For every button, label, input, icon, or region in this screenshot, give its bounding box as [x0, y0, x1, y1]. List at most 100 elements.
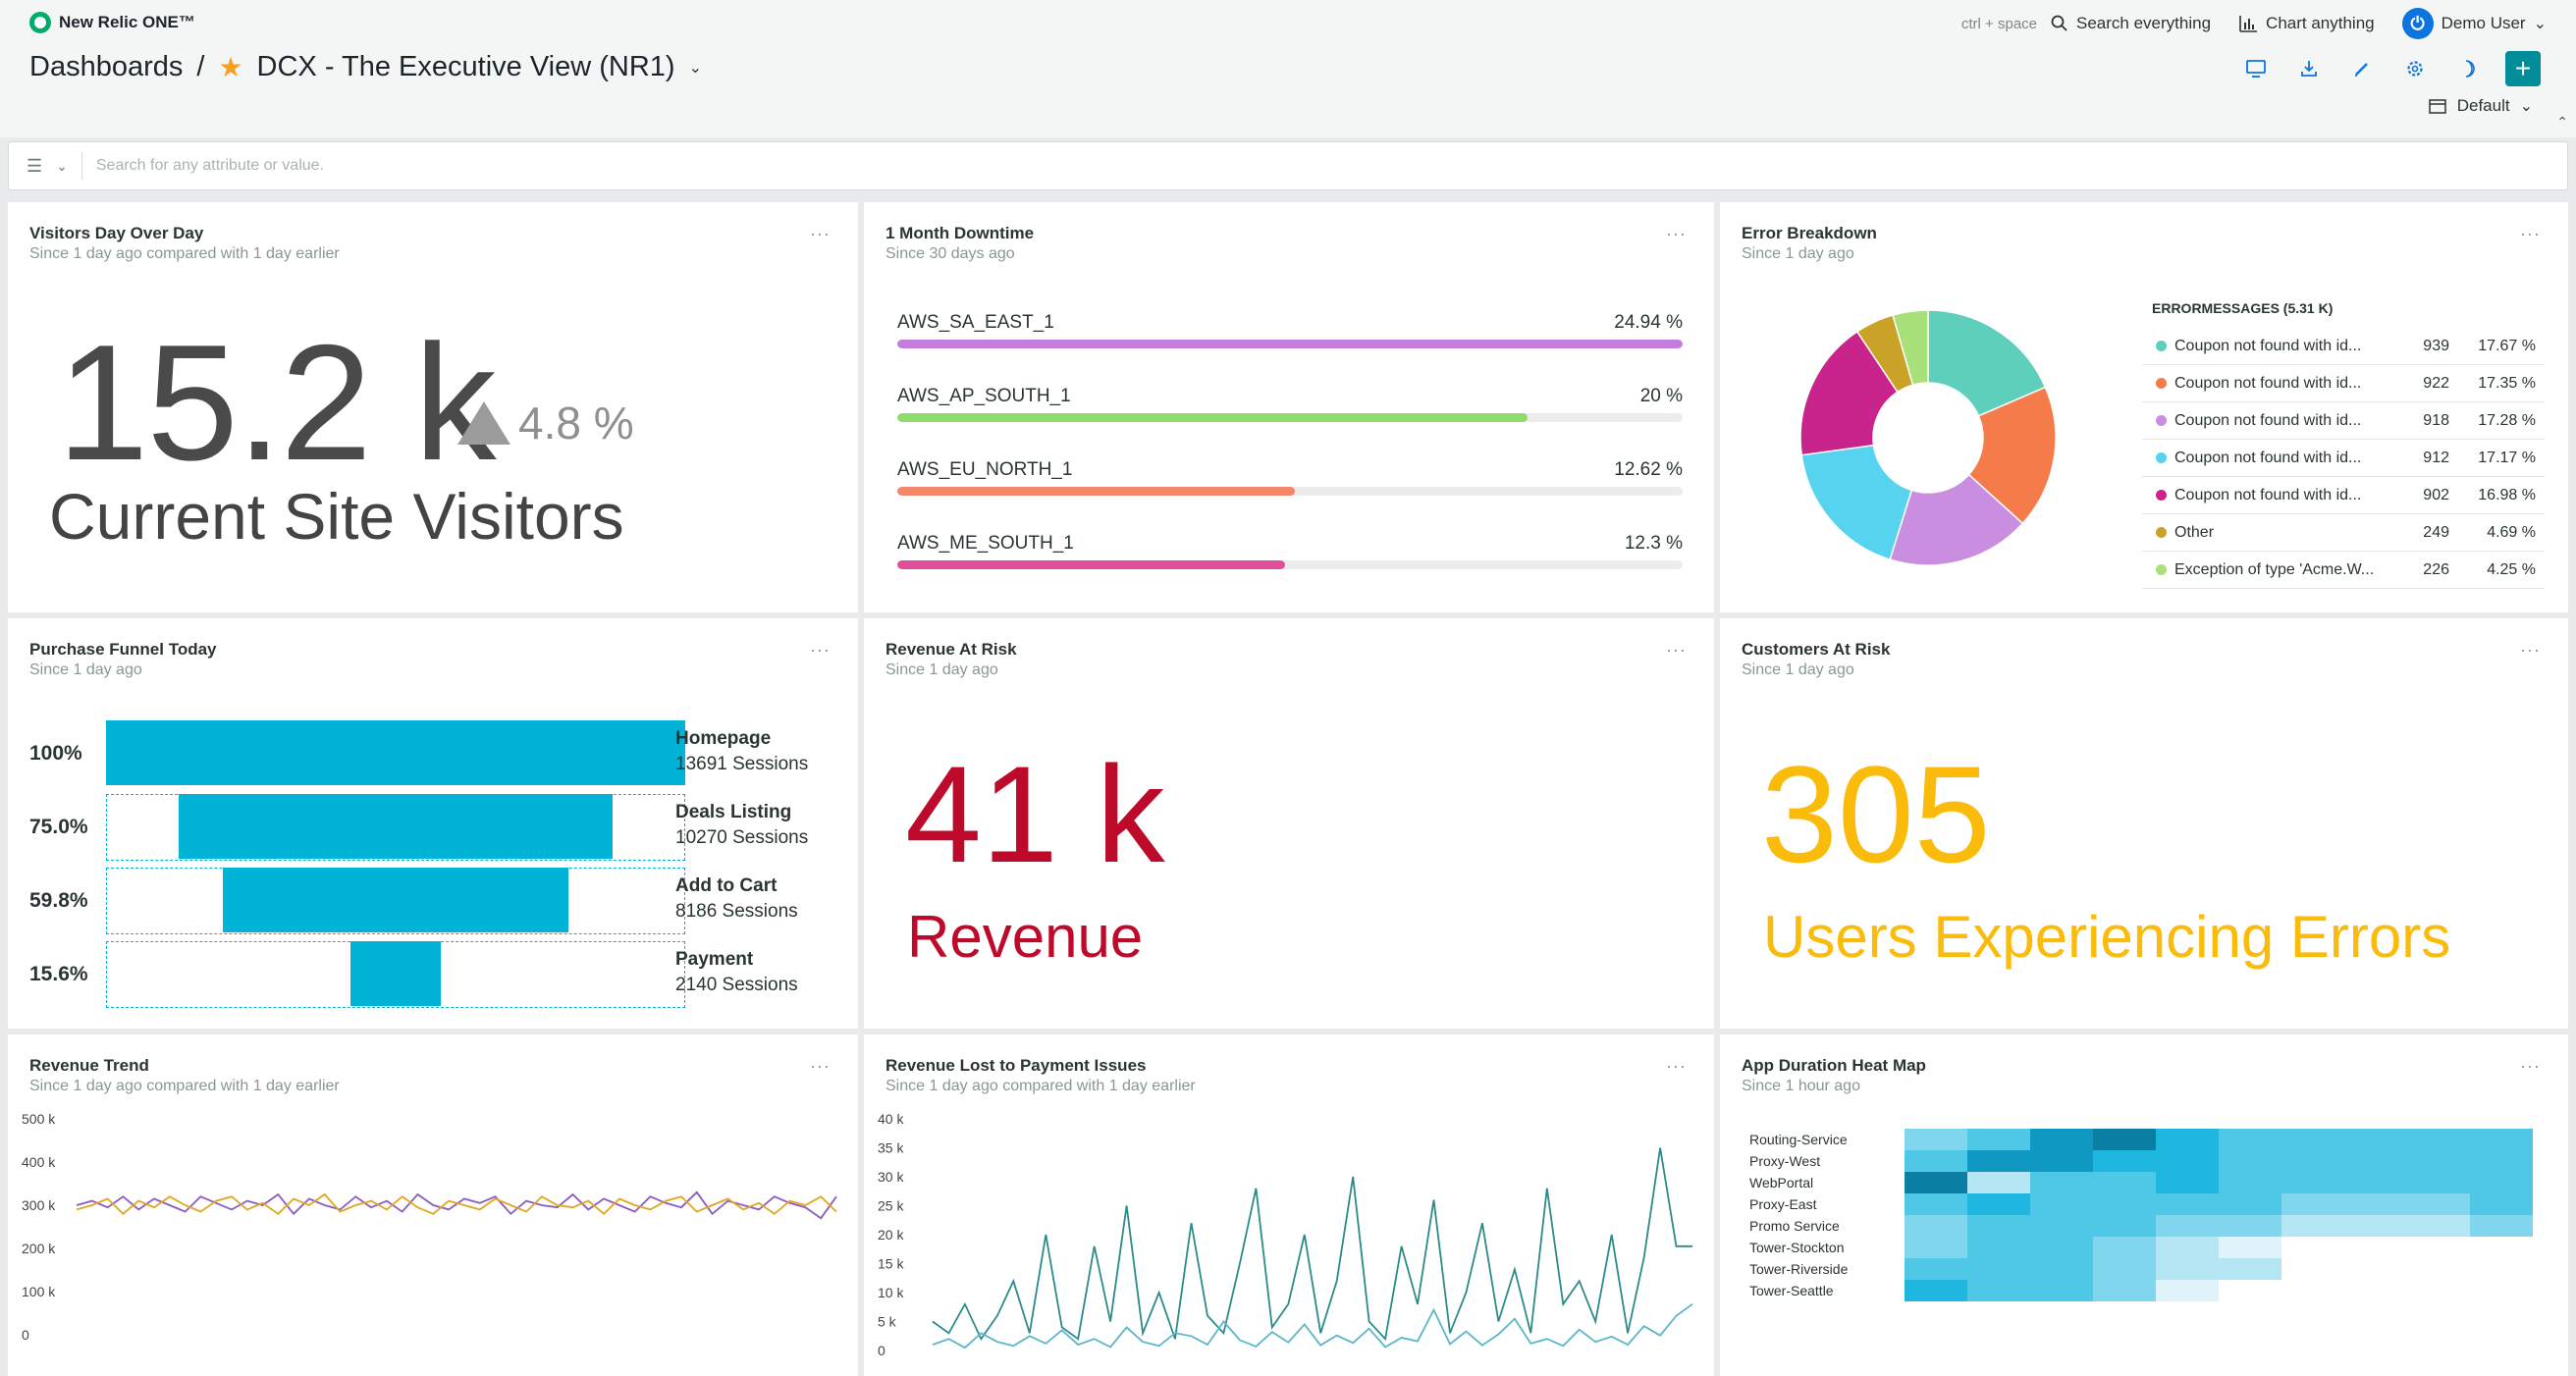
heatmap-cell[interactable]: [2407, 1172, 2470, 1193]
widget-more-menu-icon[interactable]: ···: [1666, 640, 1687, 660]
heatmap-cell[interactable]: [2407, 1215, 2470, 1237]
heatmap-cell[interactable]: [2156, 1237, 2219, 1258]
funnel-bar[interactable]: [178, 794, 614, 859]
series-line[interactable]: [932, 1147, 1692, 1342]
time-picker[interactable]: Default ⌄: [2428, 96, 2533, 116]
heatmap-cell[interactable]: [1967, 1172, 2030, 1193]
heatmap-cell[interactable]: [2344, 1280, 2407, 1301]
donut-slice[interactable]: [1889, 473, 2024, 566]
heatmap-cell[interactable]: [2344, 1215, 2407, 1237]
heatmap-cell[interactable]: [2156, 1129, 2219, 1150]
heatmap-cell[interactable]: [2093, 1193, 2156, 1215]
heatmap-cell[interactable]: [1905, 1150, 1967, 1172]
heatmap-cell[interactable]: [2093, 1280, 2156, 1301]
heatmap-cell[interactable]: [2093, 1237, 2156, 1258]
heatmap-cell[interactable]: [2281, 1237, 2344, 1258]
heatmap-cell[interactable]: [2093, 1129, 2156, 1150]
favorite-star-icon[interactable]: ★: [218, 52, 243, 82]
legend-row[interactable]: Coupon not found with id... 902 16.98 %: [2142, 477, 2545, 514]
heatmap-cell[interactable]: [2281, 1129, 2344, 1150]
heatmap-cell[interactable]: [2281, 1172, 2344, 1193]
heatmap-cell[interactable]: [1905, 1258, 1967, 1280]
heatmap-cell[interactable]: [1967, 1258, 2030, 1280]
heatmap-cell[interactable]: [2407, 1237, 2470, 1258]
donut-slice[interactable]: [1967, 386, 2057, 525]
heatmap-cell[interactable]: [2281, 1280, 2344, 1301]
legend-row[interactable]: Other 249 4.69 %: [2142, 514, 2545, 552]
widget-more-menu-icon[interactable]: ···: [810, 640, 831, 660]
filter-search-input[interactable]: [80, 152, 1063, 180]
heatmap-cell[interactable]: [1905, 1172, 1967, 1193]
heatmap-cell[interactable]: [1905, 1215, 1967, 1237]
heatmap-cell[interactable]: [1967, 1237, 2030, 1258]
heatmap-cell[interactable]: [2407, 1280, 2470, 1301]
funnel-bar[interactable]: [222, 868, 569, 932]
donut-slice[interactable]: [1800, 444, 1913, 561]
heatmap-cell[interactable]: [2219, 1172, 2281, 1193]
heatmap-cell[interactable]: [2219, 1193, 2281, 1215]
heatmap-cell[interactable]: [2470, 1215, 2533, 1237]
heatmap-cell[interactable]: [2470, 1193, 2533, 1215]
heatmap-cell[interactable]: [2470, 1237, 2533, 1258]
legend-row[interactable]: Exception of type 'Acme.W... 226 4.25 %: [2142, 552, 2545, 589]
legend-row[interactable]: Coupon not found with id... 922 17.35 %: [2142, 365, 2545, 402]
dashboard-menu-chevron-icon[interactable]: ⌄: [688, 59, 702, 77]
donut-slice[interactable]: [1799, 330, 1899, 456]
breadcrumb-dashboards-link[interactable]: Dashboards: [29, 51, 184, 82]
series-line[interactable]: [76, 1191, 837, 1220]
heatmap-cell[interactable]: [2407, 1129, 2470, 1150]
heatmap-cell[interactable]: [2281, 1193, 2344, 1215]
heatmap-cell[interactable]: [2281, 1215, 2344, 1237]
widget-more-menu-icon[interactable]: ···: [2520, 1056, 2541, 1076]
heatmap-cell[interactable]: [2156, 1258, 2219, 1280]
heatmap-cell[interactable]: [2219, 1237, 2281, 1258]
heatmap-cell[interactable]: [2030, 1129, 2093, 1150]
heatmap-cell[interactable]: [2219, 1258, 2281, 1280]
heatmap-cell[interactable]: [2156, 1280, 2219, 1301]
heatmap-cell[interactable]: [2156, 1172, 2219, 1193]
dark-mode-moon-icon[interactable]: [2452, 53, 2484, 84]
funnel-bar[interactable]: [349, 941, 441, 1006]
heatmap-cell[interactable]: [2407, 1150, 2470, 1172]
heatmap-cell[interactable]: [2344, 1258, 2407, 1280]
chart-anything-button[interactable]: Chart anything: [2238, 14, 2375, 33]
legend-row[interactable]: Coupon not found with id... 918 17.28 %: [2142, 402, 2545, 440]
widget-more-menu-icon[interactable]: ···: [1666, 1056, 1687, 1076]
heatmap-cell[interactable]: [2470, 1280, 2533, 1301]
heatmap-cell[interactable]: [1967, 1215, 2030, 1237]
legend-row[interactable]: Coupon not found with id... 912 17.17 %: [2142, 440, 2545, 477]
new-relic-logo[interactable]: New Relic ONE™: [29, 12, 195, 33]
heatmap-cell[interactable]: [1905, 1193, 1967, 1215]
heatmap-cell[interactable]: [2156, 1193, 2219, 1215]
heatmap-cell[interactable]: [2344, 1150, 2407, 1172]
heatmap-cell[interactable]: [1967, 1129, 2030, 1150]
heatmap-cell[interactable]: [1905, 1129, 1967, 1150]
heatmap-cell[interactable]: [2281, 1150, 2344, 1172]
series-line[interactable]: [932, 1303, 1693, 1350]
heatmap-cell[interactable]: [2030, 1258, 2093, 1280]
tv-mode-icon[interactable]: [2240, 53, 2272, 84]
heatmap-cell[interactable]: [2219, 1150, 2281, 1172]
heatmap-cell[interactable]: [2219, 1215, 2281, 1237]
heatmap-cell[interactable]: [1967, 1280, 2030, 1301]
heatmap-cell[interactable]: [2470, 1150, 2533, 1172]
heatmap-cell[interactable]: [2093, 1150, 2156, 1172]
widget-more-menu-icon[interactable]: ···: [2520, 224, 2541, 243]
widget-more-menu-icon[interactable]: ···: [1666, 224, 1687, 243]
heatmap-cell[interactable]: [2281, 1258, 2344, 1280]
heatmap-cell[interactable]: [2030, 1280, 2093, 1301]
heatmap-cell[interactable]: [2344, 1129, 2407, 1150]
widget-more-menu-icon[interactable]: ···: [810, 1056, 831, 1076]
heatmap-cell[interactable]: [2344, 1237, 2407, 1258]
heatmap-cell[interactable]: [1905, 1237, 1967, 1258]
funnel-bar[interactable]: [106, 720, 685, 785]
heatmap-cell[interactable]: [2470, 1258, 2533, 1280]
add-widget-button[interactable]: +: [2505, 51, 2541, 86]
filter-icon[interactable]: ☰: [27, 155, 43, 176]
heatmap-cell[interactable]: [1905, 1280, 1967, 1301]
heatmap-cell[interactable]: [2030, 1193, 2093, 1215]
heatmap-cell[interactable]: [2156, 1150, 2219, 1172]
heatmap-cell[interactable]: [2407, 1193, 2470, 1215]
heatmap-cell[interactable]: [2344, 1172, 2407, 1193]
series-line[interactable]: [76, 1192, 837, 1216]
